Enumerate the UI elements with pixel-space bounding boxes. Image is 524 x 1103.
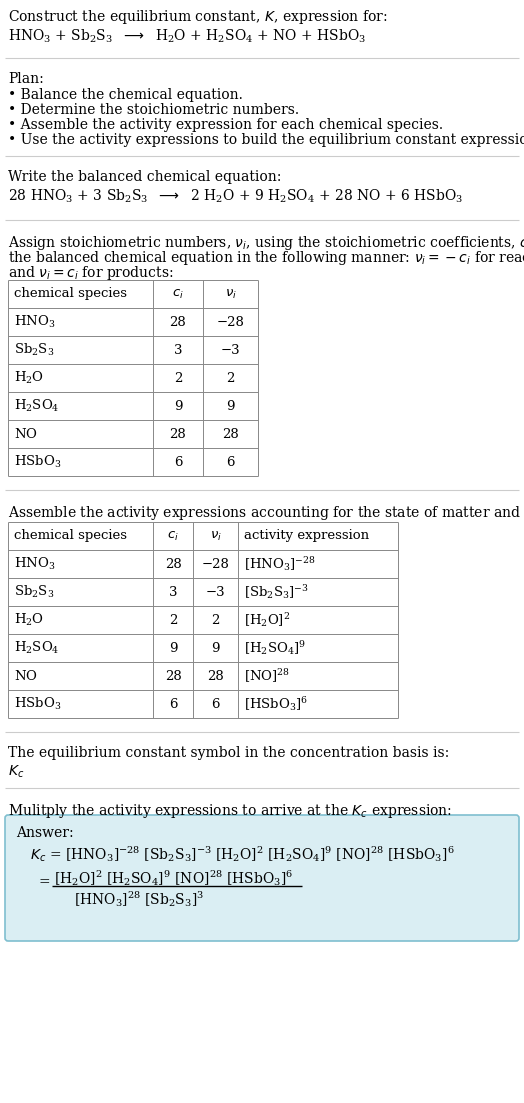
Text: 9: 9 (226, 399, 235, 413)
Text: Write the balanced chemical equation:: Write the balanced chemical equation: (8, 170, 281, 184)
Text: 6: 6 (226, 456, 235, 469)
Text: $\mathregular{HNO_3}$ + $\mathregular{Sb_2S_3}$  $\longrightarrow$  $\mathregula: $\mathregular{HNO_3}$ + $\mathregular{Sb… (8, 28, 366, 45)
Text: 28: 28 (207, 670, 224, 683)
Text: $c_i$: $c_i$ (167, 529, 179, 543)
Text: activity expression: activity expression (244, 529, 369, 543)
Text: and $\nu_i = c_i$ for products:: and $\nu_i = c_i$ for products: (8, 264, 173, 282)
Text: 28: 28 (165, 557, 181, 570)
Text: Mulitply the activity expressions to arrive at the $K_c$ expression:: Mulitply the activity expressions to arr… (8, 802, 452, 820)
Text: chemical species: chemical species (14, 529, 127, 543)
Text: $\mathregular{[H_2O]^2}$: $\mathregular{[H_2O]^2}$ (244, 611, 290, 629)
Text: $K_c$: $K_c$ (8, 764, 24, 781)
Text: $\mathregular{[H_2SO_4]^9}$: $\mathregular{[H_2SO_4]^9}$ (244, 639, 306, 657)
Text: $\mathregular{HSbO_3}$: $\mathregular{HSbO_3}$ (14, 696, 61, 713)
Text: $\mathregular{[Sb_2S_3]^{-3}}$: $\mathregular{[Sb_2S_3]^{-3}}$ (244, 583, 309, 601)
Text: Assign stoichiometric numbers, $\nu_i$, using the stoichiometric coefficients, $: Assign stoichiometric numbers, $\nu_i$, … (8, 234, 524, 251)
Text: 3: 3 (169, 586, 177, 599)
Text: 2: 2 (174, 372, 182, 385)
Text: $c_i$: $c_i$ (172, 288, 184, 300)
Text: • Use the activity expressions to build the equilibrium constant expression.: • Use the activity expressions to build … (8, 133, 524, 147)
Text: 9: 9 (174, 399, 182, 413)
Text: $\mathregular{HSbO_3}$: $\mathregular{HSbO_3}$ (14, 454, 61, 470)
Text: $\mathregular{HNO_3}$: $\mathregular{HNO_3}$ (14, 314, 56, 330)
Text: $\mathregular{H_2SO_4}$: $\mathregular{H_2SO_4}$ (14, 640, 60, 656)
Text: $\mathregular{NO}$: $\mathregular{NO}$ (14, 427, 38, 441)
Text: The equilibrium constant symbol in the concentration basis is:: The equilibrium constant symbol in the c… (8, 746, 449, 760)
Text: $\mathregular{H_2O}$: $\mathregular{H_2O}$ (14, 612, 44, 628)
Text: 28: 28 (222, 428, 239, 440)
Text: the balanced chemical equation in the following manner: $\nu_i = -c_i$ for react: the balanced chemical equation in the fo… (8, 249, 524, 267)
Text: $ν_i$: $ν_i$ (210, 529, 222, 543)
Text: Plan:: Plan: (8, 72, 43, 86)
Text: 3: 3 (174, 343, 182, 356)
Text: =: = (38, 875, 50, 889)
Text: Answer:: Answer: (16, 826, 74, 840)
Text: • Determine the stoichiometric numbers.: • Determine the stoichiometric numbers. (8, 103, 299, 117)
Text: Construct the equilibrium constant, $K$, expression for:: Construct the equilibrium constant, $K$,… (8, 8, 388, 26)
Text: −28: −28 (216, 315, 244, 329)
Text: 28: 28 (170, 428, 187, 440)
Text: 28: 28 (165, 670, 181, 683)
Text: 2: 2 (226, 372, 235, 385)
Text: $ν_i$: $ν_i$ (224, 288, 236, 300)
Text: • Balance the chemical equation.: • Balance the chemical equation. (8, 88, 243, 101)
Text: $\mathregular{[HNO_3]^{-28}}$: $\mathregular{[HNO_3]^{-28}}$ (244, 555, 316, 572)
Text: 2: 2 (211, 613, 220, 627)
Text: • Assemble the activity expression for each chemical species.: • Assemble the activity expression for e… (8, 118, 443, 132)
Text: 28: 28 (170, 315, 187, 329)
Text: $\mathregular{Sb_2S_3}$: $\mathregular{Sb_2S_3}$ (14, 583, 54, 600)
Text: 6: 6 (169, 697, 177, 710)
Text: $\mathregular{H_2SO_4}$: $\mathregular{H_2SO_4}$ (14, 398, 60, 414)
Text: Assemble the activity expressions accounting for the state of matter and $\nu_i$: Assemble the activity expressions accoun… (8, 504, 524, 522)
Text: $\mathregular{Sb_2S_3}$: $\mathregular{Sb_2S_3}$ (14, 342, 54, 358)
Text: $\mathregular{NO}$: $\mathregular{NO}$ (14, 670, 38, 683)
Text: 2: 2 (169, 613, 177, 627)
Text: $\mathregular{[HNO_3]^{28}}$ $\mathregular{[Sb_2S_3]^3}$: $\mathregular{[HNO_3]^{28}}$ $\mathregul… (74, 889, 204, 909)
Text: $K_c$ = $\mathregular{[HNO_3]^{-28}}$ $\mathregular{[Sb_2S_3]^{-3}}$ $\mathregul: $K_c$ = $\mathregular{[HNO_3]^{-28}}$ $\… (30, 844, 455, 864)
Text: chemical species: chemical species (14, 288, 127, 300)
Text: $\mathregular{[HSbO_3]^6}$: $\mathregular{[HSbO_3]^6}$ (244, 695, 308, 713)
Text: 9: 9 (169, 642, 177, 654)
Text: 6: 6 (174, 456, 182, 469)
FancyBboxPatch shape (5, 815, 519, 941)
Text: $\mathregular{[NO]^{28}}$: $\mathregular{[NO]^{28}}$ (244, 667, 290, 685)
Text: −28: −28 (202, 557, 230, 570)
Text: −3: −3 (206, 586, 225, 599)
Text: $\mathregular{HNO_3}$: $\mathregular{HNO_3}$ (14, 556, 56, 572)
Text: 28 $\mathregular{HNO_3}$ + 3 $\mathregular{Sb_2S_3}$  $\longrightarrow$  2 $\mat: 28 $\mathregular{HNO_3}$ + 3 $\mathregul… (8, 188, 463, 205)
Text: $\mathregular{H_2O}$: $\mathregular{H_2O}$ (14, 370, 44, 386)
Text: 9: 9 (211, 642, 220, 654)
Text: $\mathregular{[H_2O]^2}$ $\mathregular{[H_2SO_4]^9}$ $\mathregular{[NO]^{28}}$ $: $\mathregular{[H_2O]^2}$ $\mathregular{[… (54, 868, 293, 888)
Text: 6: 6 (211, 697, 220, 710)
Text: −3: −3 (221, 343, 241, 356)
